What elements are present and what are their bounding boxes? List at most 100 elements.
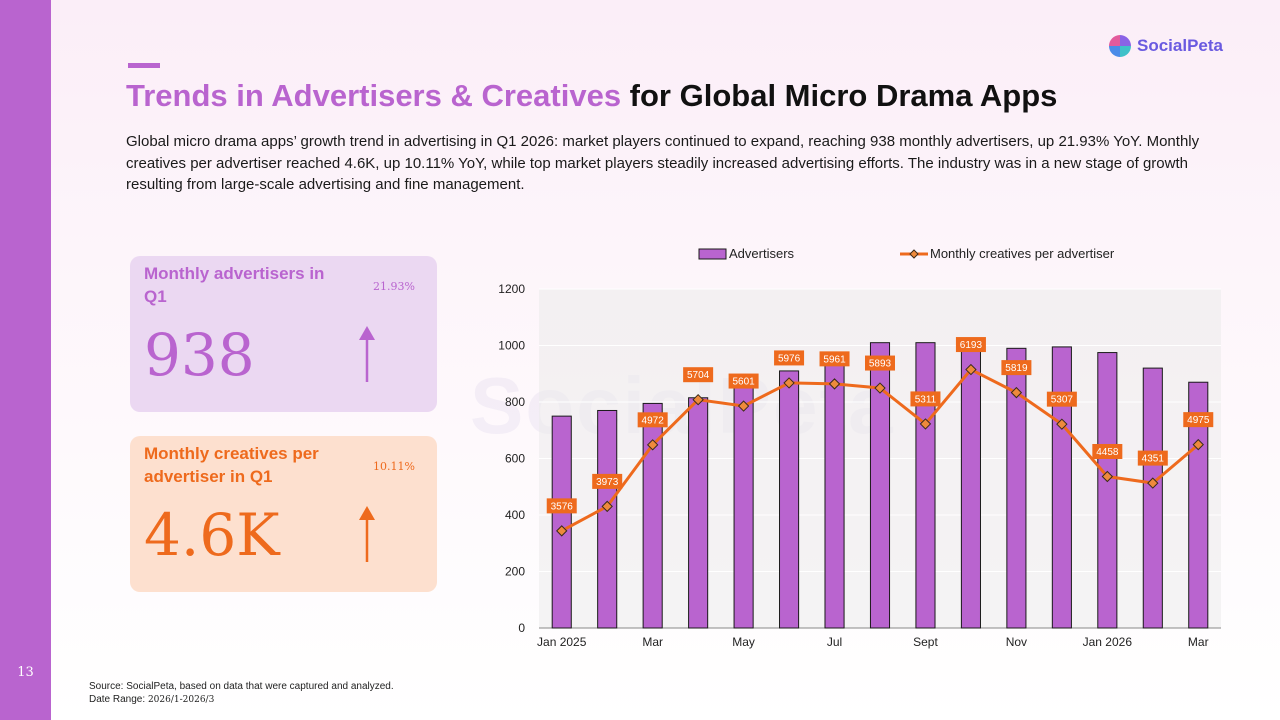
date-range-value: 2026/1-2026/3 [147, 694, 215, 705]
data-label-box [637, 412, 668, 428]
creatives-point [965, 363, 977, 376]
advertisers-card-label: Monthly advertisers in Q1 [144, 264, 325, 306]
y-tick-label: 400 [505, 508, 525, 522]
x-tick-label: Sept [913, 635, 938, 649]
y-tick-label: 1000 [498, 339, 525, 353]
advertisers-bar [869, 342, 891, 629]
date-range-label: Date Range: [89, 693, 148, 705]
creatives-point [1192, 438, 1204, 451]
footer: Source: SocialPeta, based on data that w… [89, 681, 394, 706]
data-label-box [683, 367, 714, 383]
data-label: 4972 [642, 415, 665, 426]
up-arrow-icon [359, 326, 375, 382]
y-tick-label: 1200 [498, 282, 525, 296]
advertisers-bar [779, 370, 800, 629]
data-label-box [1001, 360, 1032, 376]
up-arrow-icon [359, 506, 375, 562]
data-label: 5704 [687, 370, 710, 381]
data-label-box [955, 337, 986, 353]
legend-creatives-label: Monthly creatives per advertiser [930, 246, 1115, 261]
y-tick-label: 0 [518, 621, 525, 635]
side-bar [0, 0, 51, 720]
y-tick-label: 200 [505, 565, 525, 579]
data-label: 4458 [1096, 447, 1119, 458]
legend-advertisers-label: Advertisers [729, 246, 795, 261]
creatives-value: 4.6K [144, 501, 280, 569]
data-label-box [592, 473, 623, 489]
x-tick-label: May [732, 635, 755, 649]
advertisers-growth-pct: 21.93% [373, 280, 415, 293]
y-tick-label: 600 [505, 452, 525, 466]
legend-advertisers-swatch [698, 248, 727, 260]
creatives-point [919, 418, 932, 430]
advertisers-creatives-chart: 0 200 400 600 800 1000 1200 Jan 2025 Mar May Jul Se… [498, 246, 1221, 649]
data-label-box [1092, 443, 1123, 459]
data-label-box [1046, 391, 1077, 407]
y-tick-label: 800 [505, 395, 525, 409]
data-label-box [728, 373, 759, 389]
data-label: 5601 [732, 377, 755, 388]
creatives-point [692, 393, 704, 406]
advertisers-bar [1097, 352, 1118, 629]
advertisers-bar [688, 397, 709, 629]
creatives-growth-pct: 10.11% [373, 460, 415, 473]
data-label: 5976 [778, 353, 801, 364]
creatives-point [646, 439, 659, 451]
date-range: Date Range: 2026/1-2026/3 [89, 694, 394, 707]
advertisers-bar [824, 354, 845, 629]
data-label-box [819, 351, 850, 367]
data-label: 4351 [1142, 454, 1165, 465]
advertisers-bar [915, 342, 936, 629]
data-label: 5961 [823, 354, 846, 365]
advertisers-bar [1142, 367, 1163, 629]
x-tick-label: Mar [642, 635, 663, 649]
advertisers-bar [597, 409, 618, 629]
data-label: 5311 [915, 394, 937, 405]
data-label-box [1183, 412, 1214, 428]
data-label-box [865, 355, 895, 371]
advertisers-bar [551, 415, 572, 629]
creatives-point [1010, 386, 1023, 399]
data-label-box [774, 350, 805, 366]
creatives-card: Monthly creatives per advertiser in Q1 1… [130, 436, 437, 592]
data-label-box [1137, 450, 1168, 466]
creatives-point [556, 525, 568, 537]
logo-text: SocialPeta [1137, 36, 1223, 55]
data-label: 5819 [1005, 363, 1028, 374]
brand-logo: SocialPeta [1108, 34, 1223, 58]
source-note: Source: SocialPeta, based on data that w… [89, 681, 394, 692]
creatives-point [1056, 418, 1068, 430]
data-label-box [546, 498, 577, 514]
data-label: 6193 [960, 340, 983, 351]
creatives-point [783, 377, 795, 389]
data-label: 4975 [1187, 415, 1210, 426]
title-rest: for Global Micro Drama Apps [621, 78, 1058, 113]
creatives-point [1101, 470, 1114, 483]
socialpeta-logo-icon [1109, 35, 1131, 57]
creatives-point [828, 378, 841, 390]
creatives-point [601, 500, 613, 513]
creatives-point [1147, 477, 1159, 489]
advertisers-bar [1188, 381, 1209, 629]
page-title: Trends in Advertisers & Creatives for Gl… [126, 78, 1057, 114]
legend-creatives-marker [909, 249, 919, 259]
advertisers-bar [1006, 347, 1027, 629]
x-tick-label: Jan 2025 [537, 635, 587, 649]
data-label: 3973 [596, 477, 619, 488]
description: Global micro drama apps’ growth trend in… [126, 133, 1200, 193]
creatives-point [874, 382, 886, 394]
advertisers-value: 938 [144, 321, 255, 389]
page-number: 13 [17, 665, 34, 680]
x-tick-label: Jan 2026 [1083, 635, 1133, 649]
data-label: 5307 [1051, 395, 1074, 406]
advertisers-bar [960, 345, 981, 629]
advertisers-bar [733, 387, 754, 629]
data-label: 3576 [551, 501, 574, 512]
x-tick-label: Jul [827, 635, 842, 649]
title-highlight: Trends in Advertisers & Creatives [126, 78, 622, 113]
creatives-card-label: Monthly creatives per advertiser in Q1 [144, 444, 319, 486]
advertisers-bar [1051, 346, 1072, 629]
advertisers-card: Monthly advertisers in Q1 21.93% 938 [130, 256, 437, 412]
creatives-point [737, 400, 750, 412]
data-label-box [910, 391, 941, 407]
